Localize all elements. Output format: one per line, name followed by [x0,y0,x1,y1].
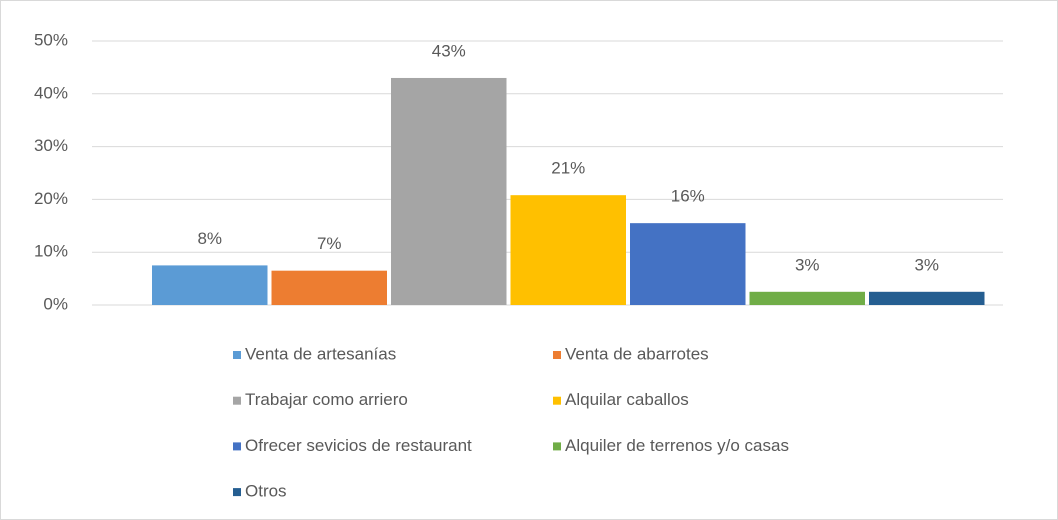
data-label: 21% [551,159,585,178]
legend-swatch [233,442,241,451]
data-label: 16% [671,187,705,206]
y-tick-label: 20% [34,189,68,208]
legend-label: Venta de artesanías [245,344,396,363]
bar [152,265,268,305]
legend-swatch [233,351,241,359]
legend-swatch [233,396,241,405]
legend-label: Alquiler de terrenos y/o casas [565,436,789,455]
legend-label: Venta de abarrotes [565,344,709,363]
legend-label: Otros [245,482,287,501]
data-label: 7% [317,234,342,253]
y-tick-label: 10% [34,242,68,261]
bar [510,195,626,305]
data-label: 43% [432,41,466,60]
y-tick-label: 50% [34,30,68,49]
legend-label: Trabajar como arriero [245,390,408,409]
data-label: 8% [197,229,222,248]
legend-swatch [553,442,561,451]
y-tick-label: 0% [43,294,68,313]
data-label: 3% [795,255,820,274]
legend-swatch [553,351,561,359]
legend-label: Alquilar caballos [565,390,689,409]
data-label: 3% [914,255,939,274]
bar [271,270,387,305]
legend-swatch [233,488,241,497]
legend-swatch [553,396,561,405]
y-tick-label: 40% [34,83,68,102]
bar [869,291,985,305]
bar [749,291,865,305]
y-tick-label: 30% [34,136,68,155]
legend-label: Ofrecer sevicios de restaurant [245,436,472,455]
bar [391,77,507,306]
bar [630,223,746,305]
